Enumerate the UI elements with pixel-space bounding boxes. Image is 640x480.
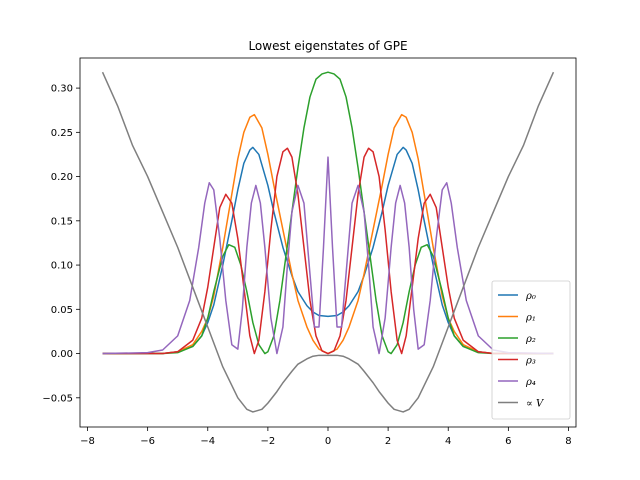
series-line-3 [102,147,554,355]
y-axis: −0.05 0.00 0.05 0.10 0.15 0.20 0.25 0.30 [42,84,80,404]
x-tick-label: −4 [200,436,215,447]
y-tick-label: 0.15 [51,216,73,227]
legend-box [491,280,571,420]
legend: ρ₀ ρ₁ ρ₂ ρ₃ ρ₄ ∝ V [491,280,571,420]
y-tick-label: 0.25 [51,128,73,139]
legend-label: ρ₀ [525,291,536,302]
y-tick-label: −0.05 [42,393,73,404]
chart-title: Lowest eigenstates of GPE [248,39,407,53]
legend-label: ρ₁ [525,313,536,324]
x-tick-label: −8 [80,436,95,447]
x-tick-label: −2 [261,436,276,447]
series-line-2 [102,71,554,355]
x-tick-label: 0 [325,436,331,447]
x-tick-label: −6 [140,436,155,447]
legend-label: ρ₄ [525,377,536,388]
series-line-0 [102,146,554,355]
legend-label: ρ₂ [525,334,536,345]
x-axis: −8 −6 −4 −2 0 2 4 6 8 [80,427,572,447]
x-tick-label: 8 [565,436,571,447]
legend-label: ρ₃ [525,356,536,367]
plot-series [101,71,555,413]
y-tick-label: 0.00 [51,349,73,360]
y-tick-label: 0.30 [51,84,73,95]
y-tick-label: 0.20 [51,172,73,183]
x-tick-label: 4 [445,436,451,447]
series-line-4 [102,156,554,355]
series-line-5 [101,71,555,413]
y-tick-label: 0.10 [51,261,73,272]
y-tick-label: 0.05 [51,305,73,316]
legend-label: ∝ V [526,399,545,410]
x-tick-label: 2 [385,436,391,447]
x-tick-label: 6 [505,436,511,447]
